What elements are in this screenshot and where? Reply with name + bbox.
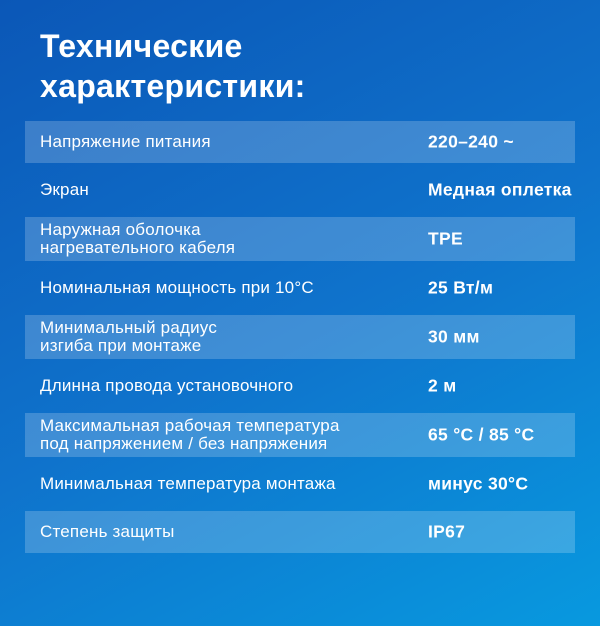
spec-value: 2 м [428,375,457,396]
spec-label: Минимальная температура монтажа [40,474,336,493]
spec-row-screen: Экран Медная оплетка [25,163,575,217]
spec-label: Напряжение питания [40,132,211,151]
spec-row-nominal-power: Номинальная мощность при 10°С 25 Вт/м [25,261,575,315]
spec-label: Наружная оболочка нагревательного кабеля [40,220,236,257]
spec-value: IP67 [428,521,466,542]
spec-value: Медная оплетка [428,179,572,200]
spec-label: Номинальная мощность при 10°С [40,278,314,297]
spec-value: минус 30°С [428,473,529,494]
spec-row-protection-rating: Степень защиты IP67 [25,511,575,553]
spec-value: 25 Вт/м [428,277,494,298]
spec-row-bend-radius: Минимальный радиус изгиба при монтаже 30… [25,315,575,359]
spec-row-wire-length: Длинна провода установочного 2 м [25,359,575,413]
spec-table: Напряжение питания 220–240 ~ Экран Медна… [25,121,575,553]
spec-value: TPE [428,228,463,249]
spec-label: Максимальная рабочая температура под нап… [40,416,340,453]
spec-label: Минимальный радиус изгиба при монтаже [40,318,218,355]
spec-value: 30 мм [428,326,480,347]
spec-row-max-temperature: Максимальная рабочая температура под нап… [25,413,575,457]
spec-row-min-install-temperature: Минимальная температура монтажа минус 30… [25,457,575,511]
spec-row-voltage: Напряжение питания 220–240 ~ [25,121,575,163]
spec-label: Экран [40,180,89,199]
spec-value: 220–240 ~ [428,131,514,152]
spec-label: Степень защиты [40,522,175,541]
spec-label: Длинна провода установочного [40,376,294,395]
spec-row-outer-sheath: Наружная оболочка нагревательного кабеля… [25,217,575,261]
spec-value: 65 °С / 85 °С [428,424,535,445]
page-title: Технические характеристики: [40,28,306,104]
